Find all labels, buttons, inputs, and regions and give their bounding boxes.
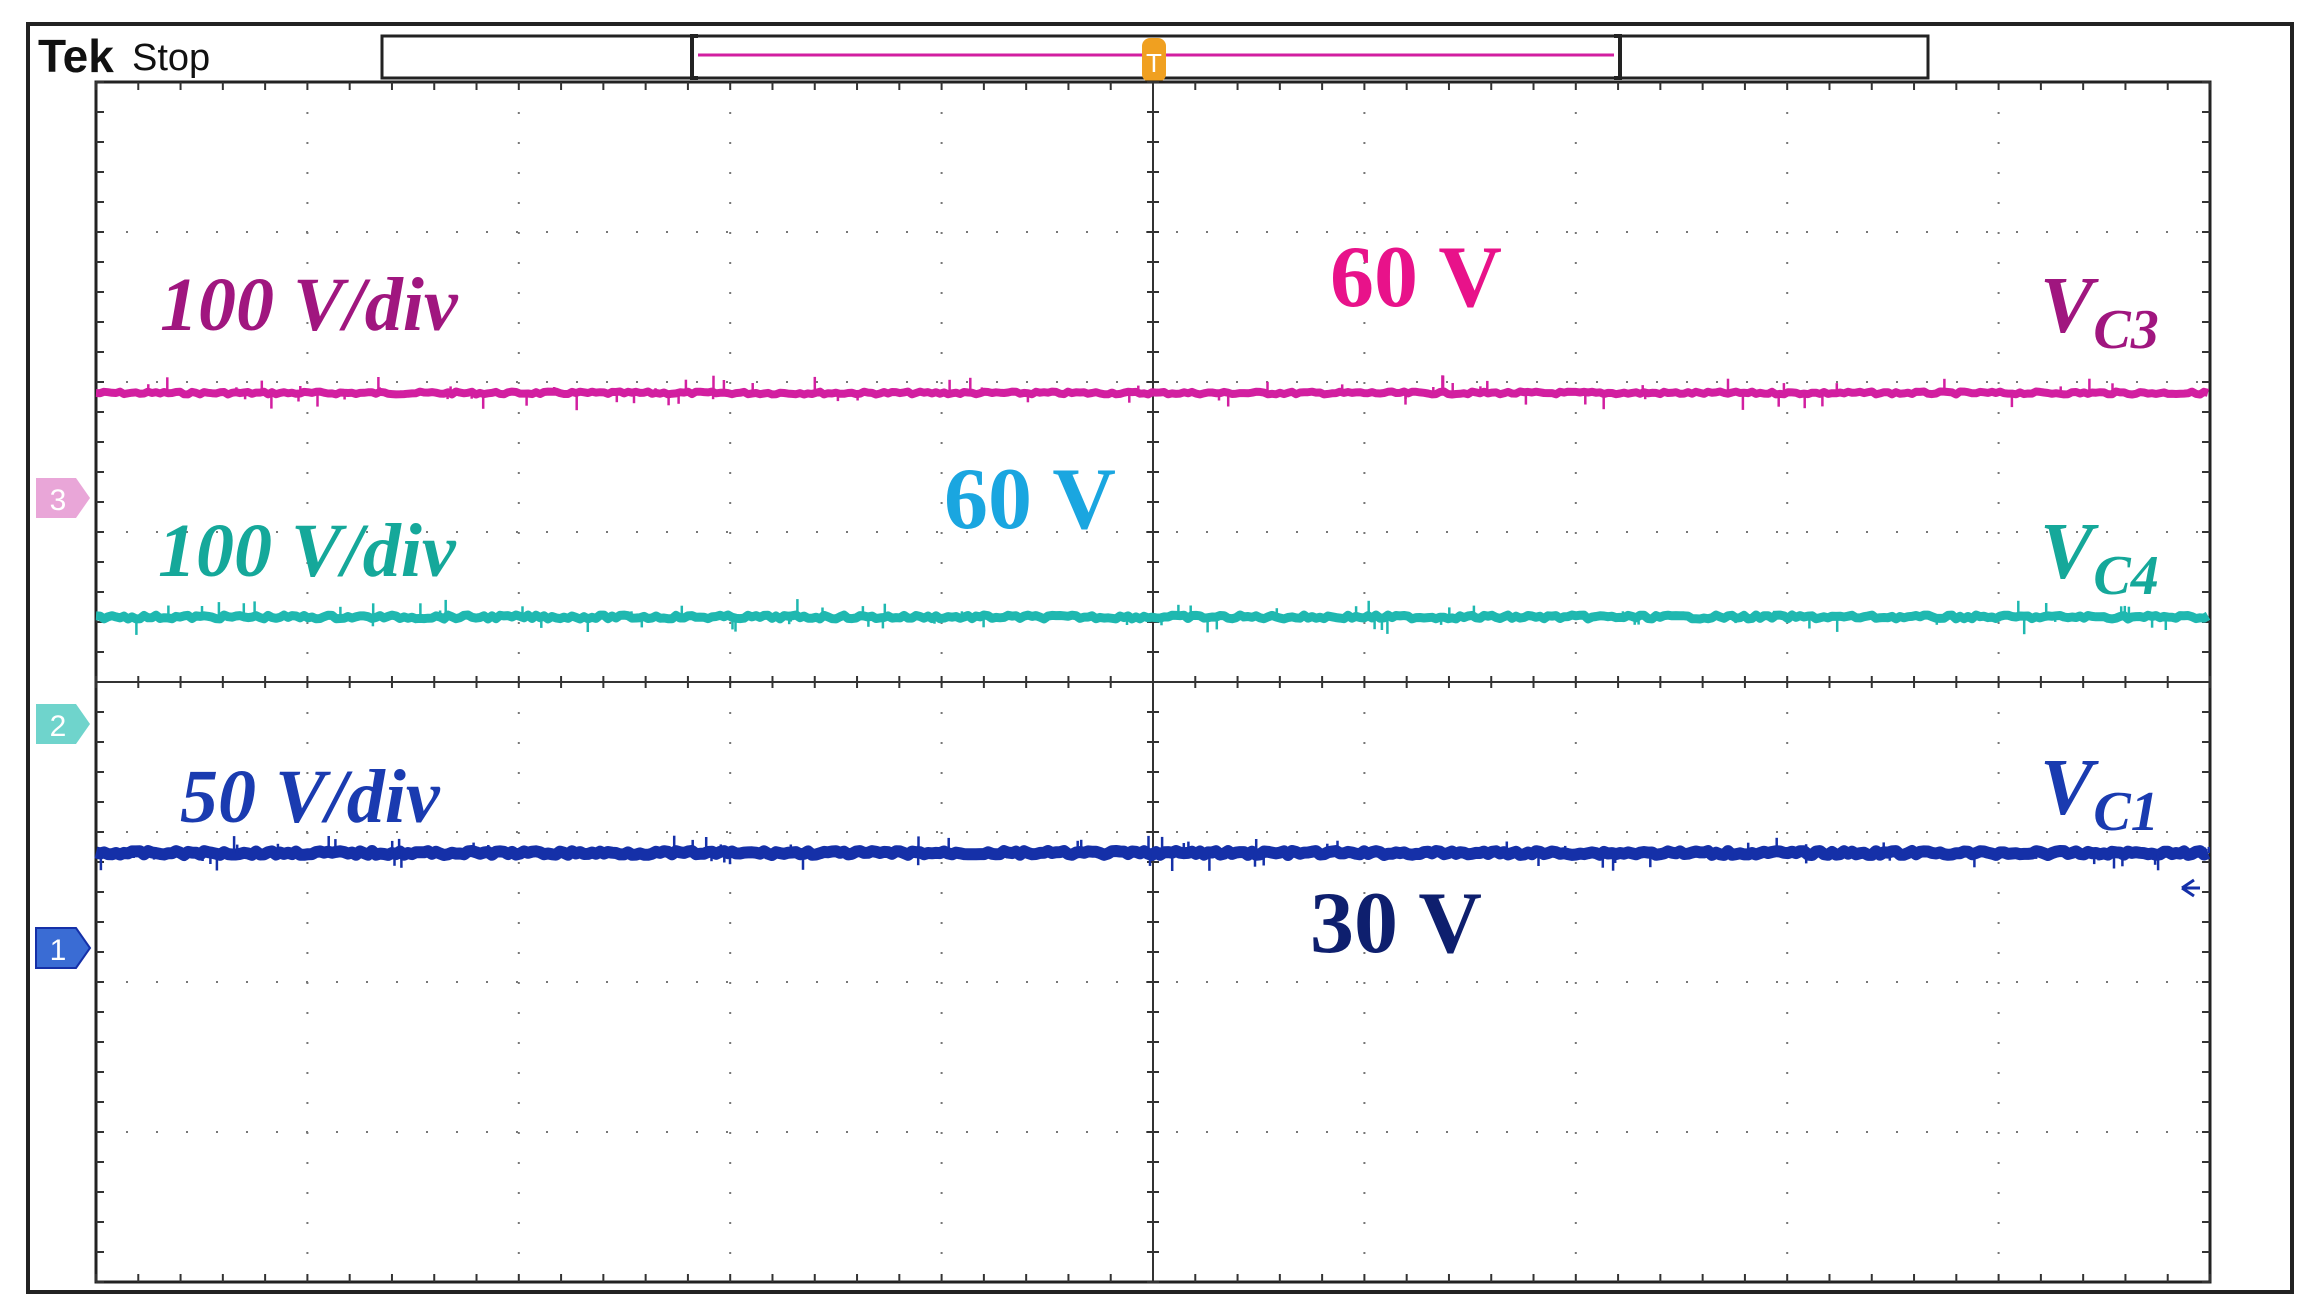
ch3-scale-label: 100 V/div (160, 263, 459, 347)
traces (94, 375, 2211, 871)
ch3-series-name: VC3 (2040, 262, 2159, 361)
ch4-series-sub: C4 (2093, 545, 2158, 607)
ch1-ground-marker: 1 (35, 927, 92, 969)
trace-vc4-spikes (135, 599, 2168, 635)
ch4-value-label: 60 V (944, 451, 1116, 548)
ch3-ground-marker: 3 (36, 478, 90, 518)
ch4-series-main: V (2040, 508, 2099, 596)
record-window-bracket-right (1614, 34, 1622, 80)
ch4-scale-label: 100 V/div (158, 509, 457, 593)
ch2-ground-marker: 2 (36, 704, 90, 744)
record-window-bracket-left (690, 34, 698, 80)
ch3-marker-label: 3 (50, 484, 67, 517)
acquisition-status: Stop (132, 37, 210, 79)
ch1-value-label: 30 V (1310, 875, 1482, 972)
ch3-value-label: 60 V (1330, 229, 1502, 326)
ch1-marker-label: 1 (50, 934, 67, 967)
ch2-marker-label: 2 (50, 710, 67, 743)
ch1-scale-label: 50 V/div (180, 755, 441, 839)
trace-vc1-spikes (99, 835, 2211, 871)
trace-vc1 (94, 845, 2211, 861)
ch1-series-main: V (2040, 744, 2099, 832)
trace-vc4 (95, 610, 2211, 624)
trigger-position-label: T (1146, 48, 1162, 78)
trigger-level-arrow (2181, 878, 2200, 898)
ch1-series-sub: C1 (2093, 781, 2158, 843)
brand-label: Tek (38, 30, 114, 82)
ch1-series-name: VC1 (2040, 744, 2159, 843)
ch3-series-sub: C3 (2093, 299, 2158, 361)
trace-vc3-spikes (147, 375, 2167, 411)
ch4-series-name: VC4 (2040, 508, 2159, 607)
graticule (95, 81, 2211, 1283)
trace-vc3 (95, 387, 2210, 399)
trigger-position-marker: T (1142, 38, 1166, 82)
ch3-series-main: V (2040, 262, 2099, 350)
